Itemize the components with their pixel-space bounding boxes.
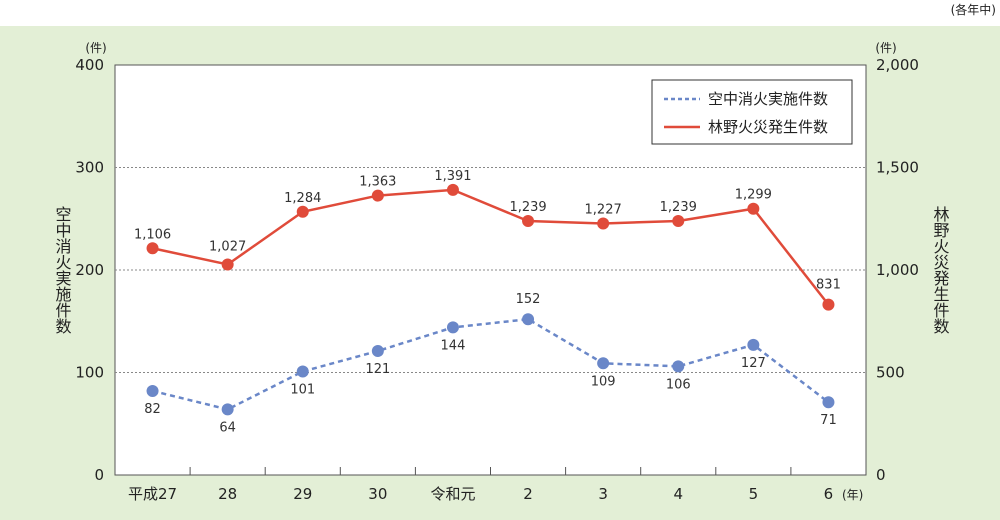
right-axis-label: 林野火災発生件数 [931, 206, 950, 334]
gridlines [115, 167, 866, 373]
x-tick-label: 5 [749, 485, 759, 503]
series-point-1 [146, 242, 159, 255]
x-tick-label: 2 [523, 485, 533, 503]
series-point-0 [522, 313, 535, 326]
data-label-1: 1,284 [284, 191, 321, 206]
series-point-0 [747, 338, 760, 351]
series-point-0 [672, 360, 685, 373]
right-tick-label: 1,000 [876, 261, 919, 279]
data-label-1: 1,299 [735, 188, 772, 203]
data-label-0: 101 [290, 382, 315, 397]
data-label-1: 1,239 [660, 200, 697, 215]
series-point-1 [296, 205, 309, 218]
series-point-0 [146, 384, 159, 397]
series-point-0 [446, 321, 459, 334]
left-tick-label: 100 [75, 364, 104, 382]
left-axis-unit: (件) [85, 41, 106, 55]
data-label-0: 127 [741, 356, 766, 371]
x-axis: 平成27 28 29 30 令和元 2 3 4 5 6 [128, 467, 833, 503]
data-label-1: 1,363 [359, 175, 396, 190]
data-label-1: 1,106 [134, 227, 171, 242]
data-label-0: 82 [144, 402, 161, 417]
data-label-1: 1,227 [585, 202, 622, 217]
data-label-1: 1,027 [209, 239, 246, 254]
series-point-1 [446, 183, 459, 196]
legend: 空中消火実施件数 林野火災発生件数 [651, 79, 853, 145]
left-axis: 0 100 200 300 400 [75, 56, 104, 484]
data-label-0: 71 [820, 413, 837, 428]
data-label-0: 109 [591, 374, 616, 389]
series-point-0 [822, 396, 835, 409]
right-tick-label: 1,500 [876, 159, 919, 177]
series-point-1 [672, 215, 685, 228]
legend-label-aerial: 空中消火実施件数 [708, 90, 828, 108]
x-axis-unit: (年) [842, 488, 863, 502]
series-point-1 [822, 298, 835, 311]
x-tick-label: 令和元 [430, 485, 475, 503]
data-label-0: 152 [516, 292, 541, 307]
legend-box [651, 79, 853, 145]
series-point-1 [371, 189, 384, 202]
x-tick-label: 6 [824, 485, 834, 503]
left-tick-label: 400 [75, 56, 104, 74]
series-layer: 82 64 101 121 144 152 109 106 127 71 1,106 1,027 1,2… [134, 169, 841, 436]
series-line-1 [152, 188, 830, 306]
x-tick-label: 29 [293, 485, 312, 503]
right-tick-label: 2,000 [876, 56, 919, 74]
period-note: (各年中) [951, 2, 996, 17]
x-tick-label: 4 [673, 485, 683, 503]
left-tick-label: 300 [75, 159, 104, 177]
data-label-1: 1,239 [509, 200, 546, 215]
series-point-0 [371, 344, 384, 357]
data-label-0: 64 [219, 420, 236, 435]
right-tick-label: 0 [876, 466, 886, 484]
left-axis-label: 空中消火実施件数 [53, 206, 72, 334]
series-point-1 [747, 202, 760, 215]
x-tick-label: 28 [218, 485, 237, 503]
left-tick-label: 0 [94, 466, 104, 484]
series-line-0 [152, 317, 830, 411]
series-point-0 [296, 365, 309, 378]
series-point-1 [221, 258, 234, 271]
data-label-0: 144 [441, 338, 466, 353]
x-tick-label: 3 [598, 485, 608, 503]
series-point-1 [522, 215, 535, 228]
data-label-1: 831 [816, 278, 841, 293]
right-axis-unit: (件) [875, 41, 896, 55]
series-point-1 [597, 217, 610, 230]
x-tick-label: 30 [368, 485, 387, 503]
x-tick-label: 平成27 [128, 485, 177, 503]
right-axis: 0 500 1,000 1,500 2,000 [876, 56, 919, 484]
data-label-0: 106 [666, 377, 691, 392]
series-point-0 [221, 403, 234, 416]
data-label-1: 1,391 [434, 169, 471, 184]
right-tick-label: 500 [876, 364, 905, 382]
left-tick-label: 200 [75, 261, 104, 279]
data-label-0: 121 [365, 362, 390, 377]
series-point-0 [597, 357, 610, 370]
legend-label-fires: 林野火災発生件数 [708, 118, 828, 136]
